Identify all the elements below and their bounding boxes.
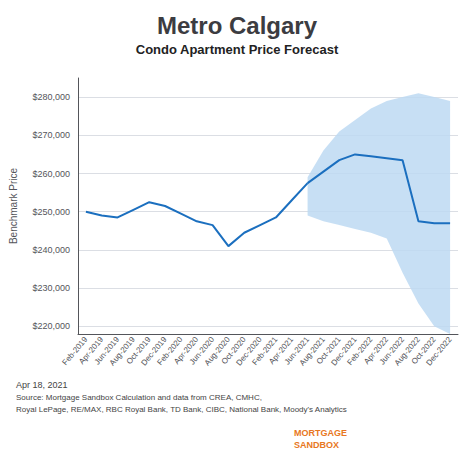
svg-text:Jun-2019: Jun-2019	[92, 335, 121, 367]
svg-text:Aug-2020: Aug-2020	[202, 335, 232, 368]
svg-text:Feb-2021: Feb-2021	[250, 335, 280, 368]
svg-text:Feb-2020: Feb-2020	[155, 335, 185, 368]
svg-text:Dec-2021: Dec-2021	[329, 335, 359, 368]
svg-text:Oct-2021: Oct-2021	[314, 335, 343, 367]
svg-text:Aug-2019: Aug-2019	[107, 335, 137, 368]
svg-text:Dec-2019: Dec-2019	[139, 335, 169, 368]
svg-text:Oct-2019: Oct-2019	[124, 335, 153, 367]
svg-text:Feb-2019: Feb-2019	[60, 335, 90, 368]
svg-text:$280,000: $280,000	[32, 92, 70, 102]
svg-text:$260,000: $260,000	[32, 169, 70, 179]
svg-text:Metro Calgary: Metro Calgary	[157, 12, 318, 39]
svg-text:$220,000: $220,000	[32, 321, 70, 331]
svg-text:Aug-2022: Aug-2022	[392, 335, 422, 368]
svg-text:Apr 18, 2021: Apr 18, 2021	[16, 380, 68, 390]
svg-text:Feb-2022: Feb-2022	[345, 335, 375, 368]
svg-text:$250,000: $250,000	[32, 207, 70, 217]
svg-text:Aug-2021: Aug-2021	[297, 335, 327, 368]
svg-text:Apr-2021: Apr-2021	[267, 335, 296, 367]
svg-text:Apr-2020: Apr-2020	[172, 335, 201, 367]
svg-text:$240,000: $240,000	[32, 245, 70, 255]
svg-text:$270,000: $270,000	[32, 130, 70, 140]
svg-text:Apr-2022: Apr-2022	[362, 335, 391, 367]
svg-text:Dec-2020: Dec-2020	[234, 335, 264, 368]
svg-text:Apr-2019: Apr-2019	[77, 335, 106, 367]
svg-text:MORTGAGE: MORTGAGE	[294, 428, 347, 438]
svg-text:Jun-2020: Jun-2020	[187, 335, 216, 367]
svg-text:Oct-2022: Oct-2022	[409, 335, 438, 367]
svg-text:Benchmark Price: Benchmark Price	[8, 167, 19, 244]
svg-text:Oct-2020: Oct-2020	[219, 335, 248, 367]
svg-text:Jun-2021: Jun-2021	[282, 335, 311, 367]
svg-text:$230,000: $230,000	[32, 283, 70, 293]
svg-text:Dec-2022: Dec-2022	[424, 335, 454, 368]
svg-text:Royal LePage, RE/MAX, RBC Roya: Royal LePage, RE/MAX, RBC Royal Bank, TD…	[16, 405, 347, 414]
svg-text:Jun-2022: Jun-2022	[377, 335, 406, 367]
svg-text:Condo Apartment Price Forecast: Condo Apartment Price Forecast	[136, 42, 339, 57]
svg-text:Source: Mortgage Sandbox Calcu: Source: Mortgage Sandbox Calculation and…	[16, 393, 262, 402]
svg-text:SANDBOX: SANDBOX	[294, 440, 339, 450]
